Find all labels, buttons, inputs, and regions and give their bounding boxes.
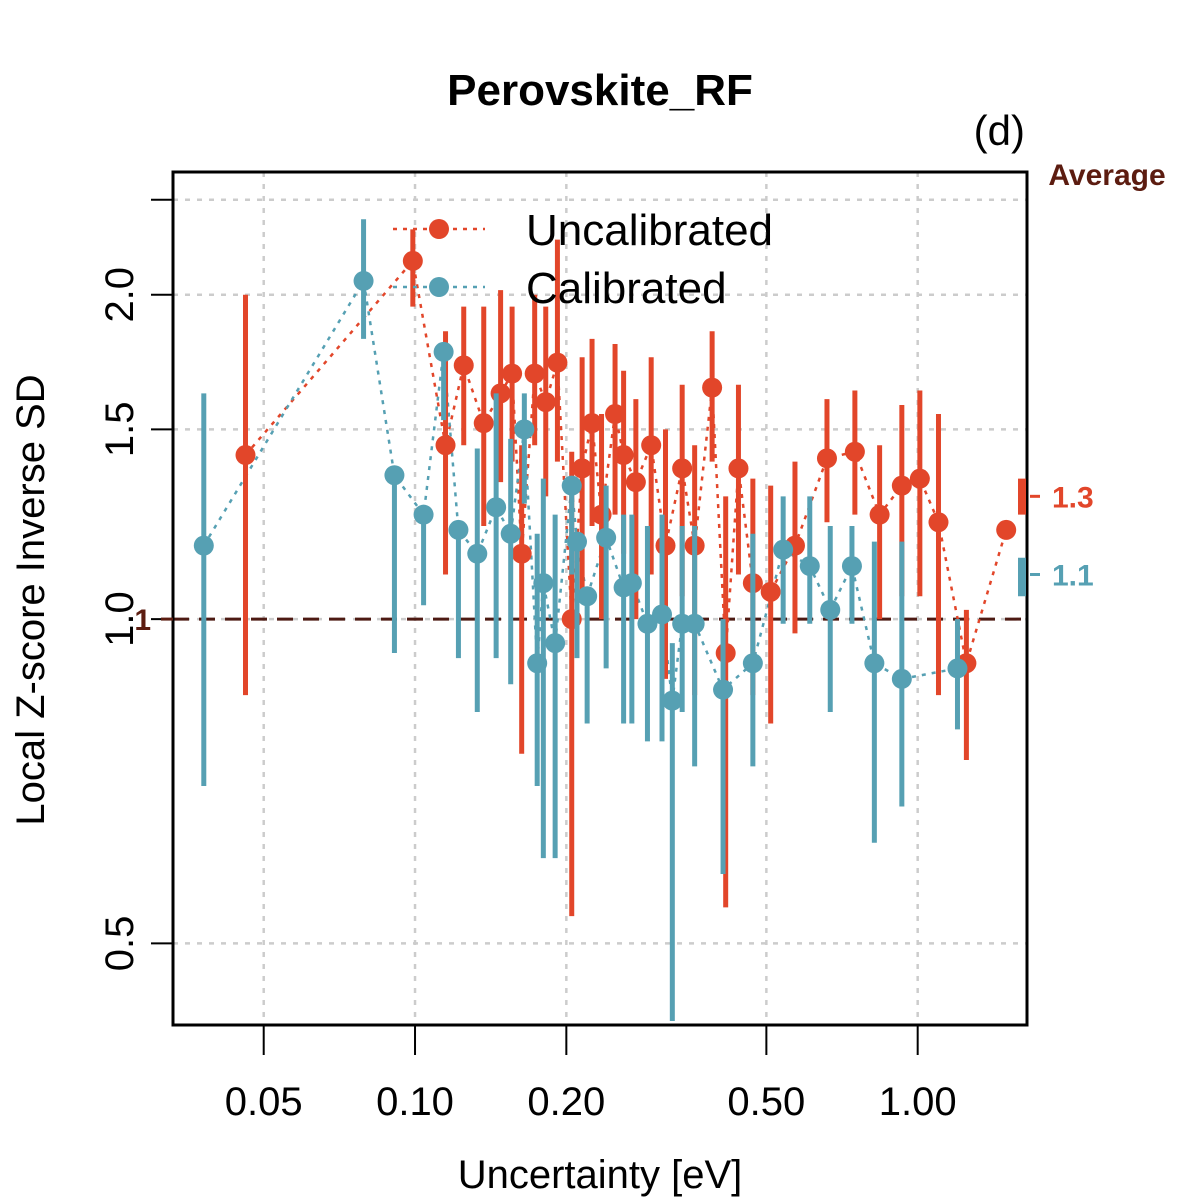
data-point <box>500 523 521 544</box>
data-point <box>596 527 617 548</box>
data-point <box>433 341 454 362</box>
data-point <box>891 475 912 496</box>
data-point <box>844 441 865 462</box>
legend: Uncalibrated Calibrated <box>393 206 773 313</box>
data-point <box>621 573 642 594</box>
average-label: 1.3 <box>1052 481 1094 514</box>
data-point <box>652 604 673 625</box>
plot-frame <box>171 170 1029 1027</box>
data-point <box>577 586 598 607</box>
data-point <box>193 535 214 556</box>
data-point <box>742 653 763 674</box>
data-point <box>613 445 634 466</box>
data-point <box>448 519 469 540</box>
data-point <box>473 413 494 434</box>
legend-marker <box>429 277 449 297</box>
y-tick-label: 0.5 <box>98 916 142 972</box>
data-point <box>435 435 456 456</box>
panel-label: (d) <box>974 107 1025 154</box>
data-point <box>453 355 474 376</box>
data-points <box>193 219 1017 1021</box>
data-point <box>353 270 374 291</box>
x-tick-label: 0.50 <box>727 1080 805 1124</box>
axis-ticks: 0.5 1.0 1.5 2.0 0.05 0.10 0.20 0.50 1.00 1 <box>98 198 957 1124</box>
data-point <box>928 512 949 533</box>
data-point <box>511 543 532 564</box>
legend-label: Calibrated <box>526 264 727 313</box>
data-point <box>402 250 423 271</box>
average-label: 1.1 <box>1052 559 1094 592</box>
data-point <box>582 413 603 434</box>
data-point <box>728 458 749 479</box>
data-point <box>760 581 781 602</box>
data-point <box>655 535 676 556</box>
reference-line-label: 1 <box>134 604 151 637</box>
data-point <box>869 504 890 525</box>
data-point <box>524 363 545 384</box>
data-point <box>684 613 705 634</box>
x-tick-label: 1.00 <box>879 1080 957 1124</box>
data-point <box>864 653 885 674</box>
x-axis-label: Uncertainty [eV] <box>458 1153 743 1197</box>
x-tick-label: 0.10 <box>376 1080 454 1124</box>
data-point <box>909 468 930 489</box>
data-point <box>235 445 256 466</box>
data-point <box>773 539 794 560</box>
data-point <box>502 363 523 384</box>
data-point <box>413 504 434 525</box>
data-point <box>816 448 837 469</box>
data-point <box>533 573 554 594</box>
data-point <box>891 668 912 689</box>
data-point <box>566 531 587 552</box>
data-point <box>561 475 582 496</box>
data-point <box>947 658 968 679</box>
average-header: Average <box>1048 159 1165 192</box>
data-point <box>841 556 862 577</box>
data-point <box>713 679 734 700</box>
data-point <box>467 543 488 564</box>
data-point <box>672 458 693 479</box>
data-point <box>384 465 405 486</box>
chart-title: Perovskite_RF <box>447 66 753 115</box>
data-point <box>662 690 683 711</box>
y-tick-label: 2.0 <box>98 267 142 323</box>
data-point <box>490 383 511 404</box>
data-point <box>820 599 841 620</box>
average-markers: 1.3 1.1 <box>1018 478 1094 597</box>
data-point <box>535 392 556 413</box>
y-tick-label: 1.0 <box>98 591 142 647</box>
data-point <box>625 472 646 493</box>
data-point <box>996 519 1017 540</box>
data-point <box>605 404 626 425</box>
x-tick-label: 0.05 <box>225 1080 303 1124</box>
data-point <box>715 643 736 664</box>
data-point <box>572 458 593 479</box>
data-point <box>799 556 820 577</box>
y-axis-label: Local Z-score Inverse SD <box>9 374 53 825</box>
y-tick-label: 1.5 <box>98 402 142 458</box>
data-point <box>545 633 566 654</box>
data-point <box>514 419 535 440</box>
data-point <box>641 435 662 456</box>
legend-label: Uncalibrated <box>526 206 773 255</box>
data-point <box>702 377 723 398</box>
data-point <box>547 352 568 373</box>
data-point <box>637 613 658 634</box>
data-point <box>486 497 507 518</box>
x-tick-label: 0.20 <box>527 1080 605 1124</box>
legend-marker <box>429 219 449 239</box>
